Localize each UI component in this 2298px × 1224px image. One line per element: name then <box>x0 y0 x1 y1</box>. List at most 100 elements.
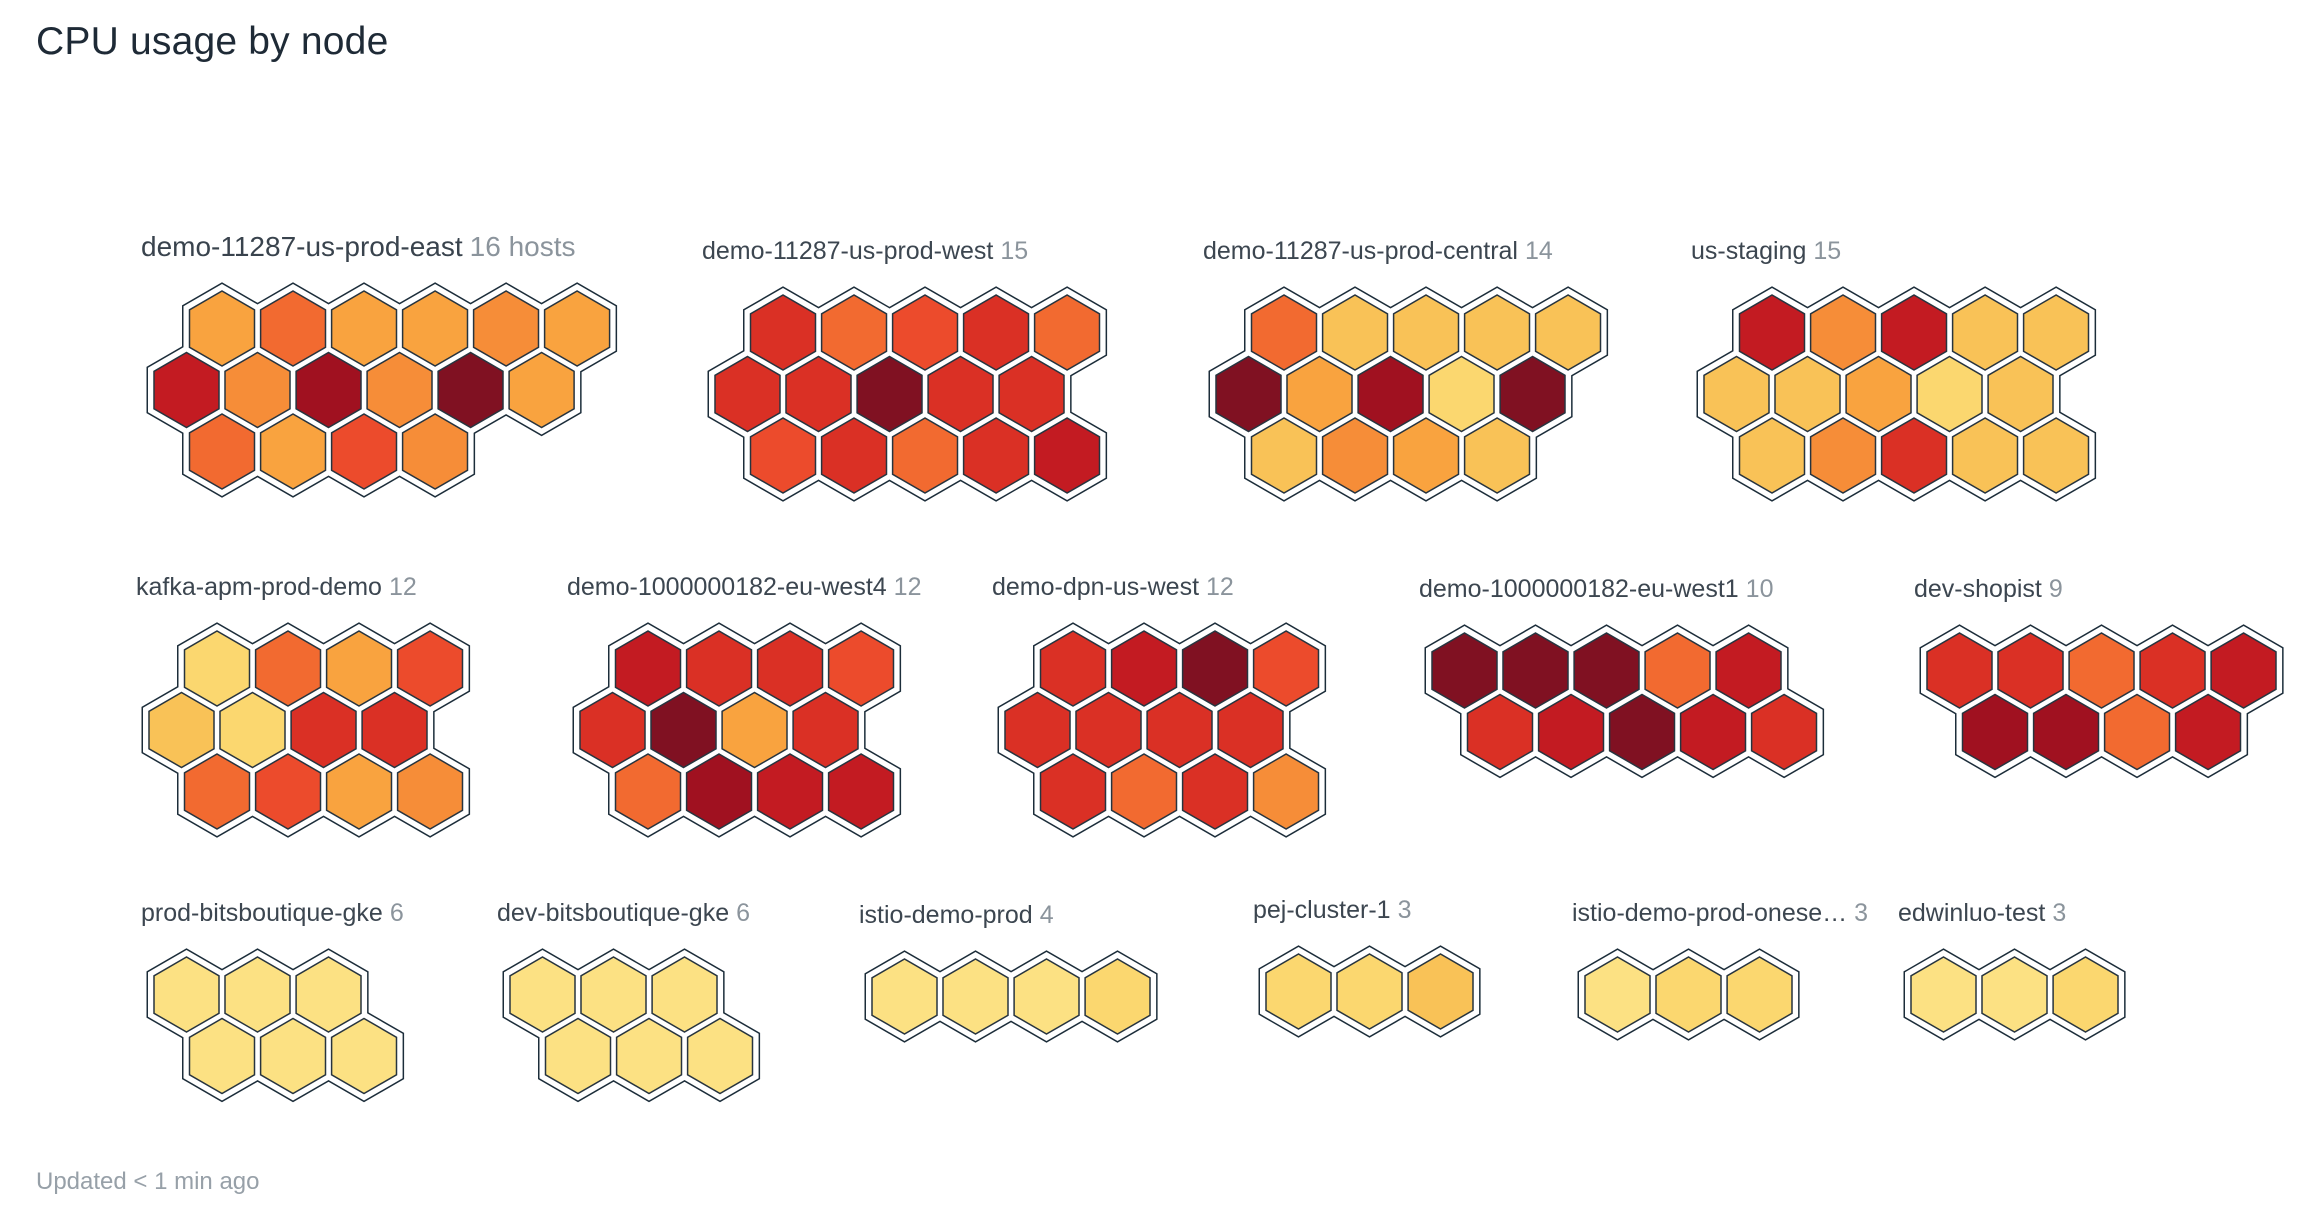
host-hexagon[interactable] <box>1910 956 1977 1033</box>
host-hexagon[interactable] <box>2022 417 2090 494</box>
host-hexagon[interactable] <box>1715 632 1782 709</box>
host-hexagon[interactable] <box>714 355 781 433</box>
host-hexagon[interactable] <box>2052 956 2119 1033</box>
host-hexagon[interactable] <box>1750 693 1818 771</box>
host-hexagon[interactable] <box>1217 691 1284 769</box>
cluster-title[interactable]: demo-11287-us-prod-east 16 hosts <box>141 230 623 264</box>
host-hexagon[interactable] <box>1110 753 1178 830</box>
host-hexagon[interactable] <box>2103 693 2171 771</box>
cluster-title[interactable]: edwinluo-test 3 <box>1898 896 2132 930</box>
host-hexagon[interactable] <box>1987 355 2054 433</box>
host-hexagon[interactable] <box>1321 294 1389 371</box>
host-hexagon[interactable] <box>1252 753 1320 830</box>
host-hexagon[interactable] <box>2210 632 2277 709</box>
host-hexagon[interactable] <box>148 691 215 769</box>
host-hexagon[interactable] <box>1926 632 1993 709</box>
cluster-title[interactable]: istio-demo-prod 4 <box>859 898 1164 932</box>
host-hexagon[interactable] <box>615 1017 683 1095</box>
host-hexagon[interactable] <box>396 630 464 707</box>
host-hexagon[interactable] <box>614 630 682 707</box>
host-hexagon[interactable] <box>820 417 888 494</box>
host-hexagon[interactable] <box>1997 632 2064 709</box>
host-hexagon[interactable] <box>259 290 327 367</box>
host-hexagon[interactable] <box>1951 294 2019 371</box>
host-hexagon[interactable] <box>401 290 469 367</box>
host-hexagon[interactable] <box>1608 693 1676 771</box>
host-hexagon[interactable] <box>749 417 817 494</box>
host-hexagon[interactable] <box>1463 294 1531 371</box>
host-hexagon[interactable] <box>1679 693 1747 771</box>
host-hexagon[interactable] <box>1655 956 1722 1033</box>
host-hexagon[interactable] <box>153 956 220 1033</box>
host-hexagon[interactable] <box>1013 958 1080 1035</box>
host-hexagon[interactable] <box>891 417 959 494</box>
cluster-title[interactable]: us-staging 15 <box>1691 234 2102 268</box>
host-hexagon[interactable] <box>2032 693 2100 771</box>
host-hexagon[interactable] <box>259 413 327 490</box>
host-hexagon[interactable] <box>2174 693 2242 771</box>
host-hexagon[interactable] <box>1075 691 1142 769</box>
cluster-title[interactable]: istio-demo-prod-onese… 3 <box>1572 896 1868 930</box>
host-hexagon[interactable] <box>1181 753 1249 830</box>
host-hexagon[interactable] <box>1584 956 1651 1033</box>
host-hexagon[interactable] <box>366 351 433 429</box>
host-hexagon[interactable] <box>856 355 923 433</box>
host-hexagon[interactable] <box>2139 632 2206 709</box>
host-hexagon[interactable] <box>1392 417 1460 494</box>
host-hexagon[interactable] <box>1703 355 1770 433</box>
host-hexagon[interactable] <box>1039 630 1107 707</box>
host-hexagon[interactable] <box>1534 294 1602 371</box>
host-hexagon[interactable] <box>330 1017 398 1095</box>
host-hexagon[interactable] <box>1265 953 1332 1030</box>
host-hexagon[interactable] <box>1392 294 1460 371</box>
host-hexagon[interactable] <box>1336 953 1403 1030</box>
host-hexagon[interactable] <box>579 691 646 769</box>
host-hexagon[interactable] <box>1502 632 1569 709</box>
cluster-title[interactable]: demo-dpn-us-west 12 <box>992 570 1332 604</box>
host-hexagon[interactable] <box>1250 294 1318 371</box>
host-hexagon[interactable] <box>792 691 859 769</box>
cluster-title[interactable]: demo-1000000182-eu-west1 10 <box>1419 572 1830 606</box>
host-hexagon[interactable] <box>1033 294 1101 371</box>
host-hexagon[interactable] <box>1407 953 1474 1030</box>
cluster-title[interactable]: demo-11287-us-prod-central 14 <box>1203 234 1614 268</box>
host-hexagon[interactable] <box>1916 355 1983 433</box>
host-hexagon[interactable] <box>1961 693 2029 771</box>
host-hexagon[interactable] <box>2068 632 2135 709</box>
host-hexagon[interactable] <box>437 351 504 429</box>
host-hexagon[interactable] <box>1726 956 1793 1033</box>
host-hexagon[interactable] <box>1809 417 1877 494</box>
host-hexagon[interactable] <box>756 630 824 707</box>
host-hexagon[interactable] <box>1146 691 1213 769</box>
host-hexagon[interactable] <box>685 630 753 707</box>
host-hexagon[interactable] <box>183 753 251 830</box>
host-hexagon[interactable] <box>1357 355 1424 433</box>
host-hexagon[interactable] <box>1774 355 1841 433</box>
host-hexagon[interactable] <box>1880 294 1948 371</box>
cluster-title[interactable]: kafka-apm-prod-demo 12 <box>136 570 476 604</box>
cluster-title[interactable]: pej-cluster-1 3 <box>1253 893 1487 927</box>
host-hexagon[interactable] <box>254 753 322 830</box>
host-hexagon[interactable] <box>183 630 251 707</box>
host-hexagon[interactable] <box>820 294 888 371</box>
host-hexagon[interactable] <box>1250 417 1318 494</box>
host-hexagon[interactable] <box>1321 417 1389 494</box>
host-hexagon[interactable] <box>325 753 393 830</box>
host-hexagon[interactable] <box>927 355 994 433</box>
host-hexagon[interactable] <box>1537 693 1605 771</box>
host-hexagon[interactable] <box>871 958 938 1035</box>
host-hexagon[interactable] <box>401 413 469 490</box>
cluster-title[interactable]: prod-bitsboutique-gke 6 <box>141 896 410 930</box>
host-hexagon[interactable] <box>998 355 1065 433</box>
host-hexagon[interactable] <box>1738 417 1806 494</box>
host-hexagon[interactable] <box>1738 294 1806 371</box>
host-hexagon[interactable] <box>1573 632 1640 709</box>
host-hexagon[interactable] <box>2022 294 2090 371</box>
host-hexagon[interactable] <box>1845 355 1912 433</box>
host-hexagon[interactable] <box>224 956 291 1033</box>
host-hexagon[interactable] <box>891 294 959 371</box>
host-hexagon[interactable] <box>962 417 1030 494</box>
host-hexagon[interactable] <box>1084 958 1151 1035</box>
host-hexagon[interactable] <box>942 958 1009 1035</box>
host-hexagon[interactable] <box>1428 355 1495 433</box>
